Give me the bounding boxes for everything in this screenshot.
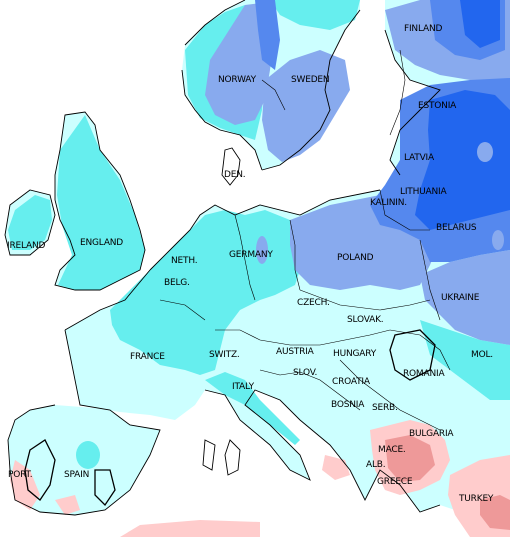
label-ireland: IRELAND (7, 241, 46, 251)
contour-germany (256, 236, 268, 264)
cyan-zone-finland (270, 0, 360, 30)
label-mace: MACE. (378, 445, 406, 455)
label-belarus: BELARUS (436, 223, 477, 233)
label-france: FRANCE (130, 352, 165, 362)
contour-lines (24, 329, 436, 507)
label-kalinin: KALININ. (370, 198, 407, 208)
label-belg: BELG. (164, 278, 190, 288)
label-czech: CZECH. (297, 298, 330, 308)
contour-lithuania (477, 142, 493, 162)
contour-belarus (492, 230, 504, 250)
label-italy: ITALY (232, 382, 255, 392)
label-bulgaria: BULGARIA (409, 429, 454, 439)
label-switz: SWITZ. (209, 350, 240, 360)
cyan-zone-continent (110, 210, 300, 375)
pink-zone-spain-south (55, 495, 80, 515)
label-romania: ROMANIA (403, 369, 445, 379)
label-ukraine: UKRAINE (441, 293, 480, 303)
label-latvia: LATVIA (404, 153, 435, 163)
label-slov: SLOV. (293, 368, 317, 378)
cyan-zone-ireland (8, 195, 52, 250)
label-poland: POLAND (337, 253, 374, 263)
coastlines (4, 0, 441, 516)
label-den: DEN. (224, 170, 245, 180)
label-lithuania: LITHUANIA (400, 187, 447, 197)
label-spain: SPAIN (64, 470, 89, 480)
deep-blue-zone-baltic (415, 90, 510, 230)
pink-zone-north-africa (120, 520, 260, 537)
label-sweden: SWEDEN (291, 75, 329, 85)
label-norway: NORWAY (218, 75, 257, 85)
label-turkey: TURKEY (458, 494, 494, 504)
rose-zone-turkey (480, 495, 510, 530)
label-slovak: SLOVAK. (347, 315, 383, 325)
deep-blue-zone-finland (460, 0, 500, 48)
label-alb: ALB. (366, 460, 385, 470)
borders (159, 49, 451, 431)
cyan-zone-east (420, 320, 510, 400)
cyan-zone-west (57, 115, 145, 290)
label-hungary: HUNGARY (333, 349, 377, 359)
label-neth: NETH. (171, 256, 197, 266)
pink-zone-iberia (10, 460, 40, 510)
label-serb: SERB. (372, 403, 398, 413)
label-greece: GREECE (377, 477, 413, 487)
label-germany: GERMANY (229, 250, 273, 260)
label-england: ENGLAND (80, 238, 123, 248)
label-croatia: CROATIA (332, 377, 371, 387)
contour-spain (76, 441, 100, 469)
light-blue-zone-ukraine (420, 250, 510, 345)
label-austria: AUSTRIA (276, 347, 315, 357)
label-port: PORT. (8, 470, 32, 480)
rose-zone-balkans (385, 435, 435, 482)
label-estonia: ESTONIA (418, 101, 457, 111)
light-blue-zone-sweden (262, 50, 350, 162)
light-blue-zone-scandinavia (205, 2, 275, 125)
label-bosnia: BOSNIA (331, 400, 365, 410)
label-mol: MOL. (471, 350, 493, 360)
blue-zone-norway (255, 0, 280, 70)
country-labels: FINLAND NORWAY SWEDEN ESTONIA LATVIA LIT… (7, 24, 494, 504)
cyan-zone-italy (205, 372, 300, 445)
label-finland: FINLAND (404, 24, 442, 34)
